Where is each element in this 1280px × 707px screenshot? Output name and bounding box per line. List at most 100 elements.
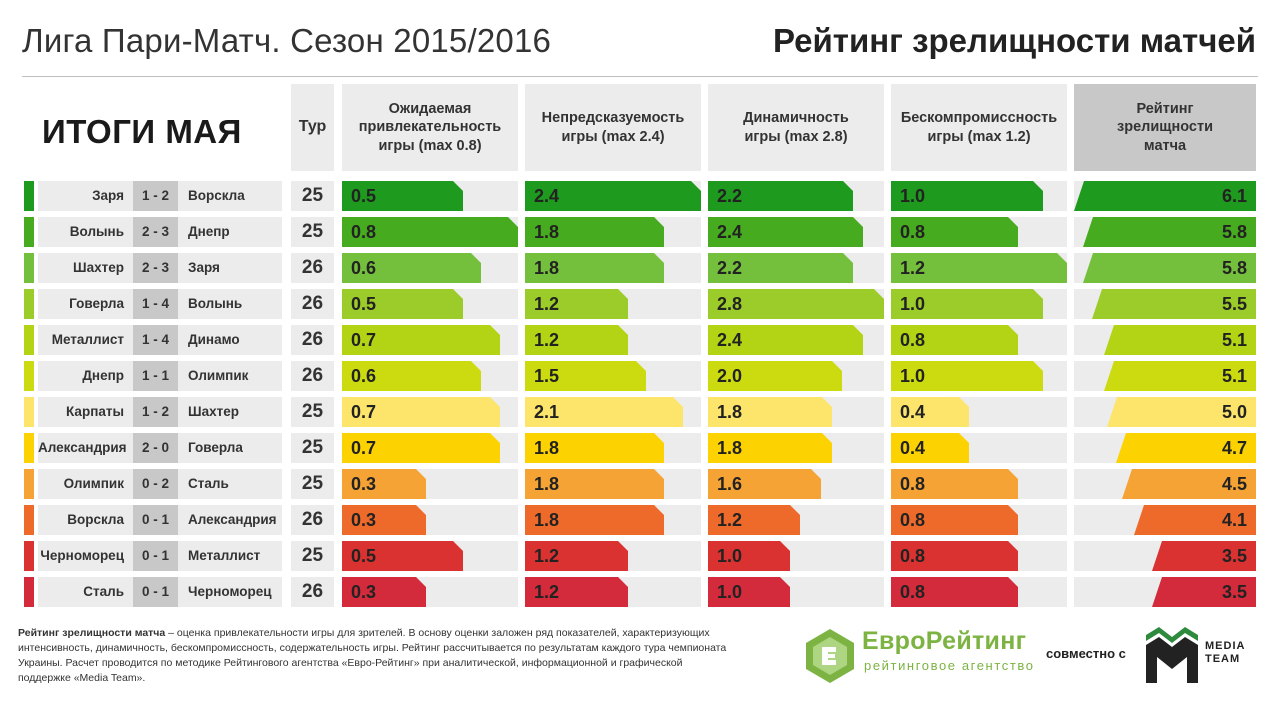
away-team: Заря [188, 260, 220, 275]
uncompromising-value: 1.2 [900, 258, 926, 278]
column-header-dynamics: Динамичность игры (max 2.8) [708, 84, 884, 171]
row-color-marker [24, 253, 34, 283]
uncompromising-bar-shape [891, 253, 1067, 283]
uncompromising-cell: 1.0 [891, 181, 1067, 211]
tour-number: 26 [291, 325, 334, 355]
row-color-marker [24, 325, 34, 355]
uncompromising-cell: 0.8 [891, 505, 1067, 535]
row-color-marker [24, 541, 34, 571]
rating-bar-shape [1083, 253, 1256, 283]
unpredictability-cell: 1.8 [525, 253, 701, 283]
tour-number: 25 [291, 433, 334, 463]
match-score: 1 - 2 [133, 397, 178, 427]
attractiveness-bar [342, 217, 518, 247]
attractiveness-value: 0.8 [351, 222, 377, 242]
column-header-attractiveness: Ожидаемая привлекательность игры (max 0.… [342, 84, 518, 171]
rating-bar [1152, 541, 1256, 571]
euro-rating-subtitle: рейтинговое агентство [864, 658, 1035, 673]
rating-cell: 5.8 [1074, 217, 1256, 247]
row-color-marker [24, 397, 34, 427]
tour-number: 26 [291, 361, 334, 391]
table-row: Сталь 0 - 1 Черноморец 26 0.3 1.2 1.0 0.8 3.5 [0, 577, 1280, 607]
attractiveness-cell: 0.6 [342, 361, 518, 391]
dynamics-bar-shape [708, 433, 832, 463]
dynamics-bar-shape [708, 541, 790, 571]
dynamics-cell: 1.0 [708, 541, 884, 571]
match-score: 0 - 2 [133, 469, 178, 499]
attractiveness-bar-shape [342, 217, 518, 247]
attractiveness-value: 0.7 [351, 438, 377, 458]
attractiveness-bar [342, 469, 426, 499]
dynamics-bar-shape [708, 181, 853, 211]
euro-rating-name: ЕвроРейтинг [862, 627, 1027, 655]
table-row: Черноморец 0 - 1 Металлист 25 0.5 1.2 1.0 0.8 3.… [0, 541, 1280, 571]
unpredictability-value: 1.2 [534, 546, 560, 566]
uncompromising-bar-shape [891, 325, 1018, 355]
uncompromising-value: 0.8 [900, 474, 926, 494]
header-divider [22, 76, 1258, 77]
rating-value: 5.1 [1221, 366, 1247, 386]
unpredictability-bar-shape [525, 397, 683, 427]
tour-number: 26 [291, 577, 334, 607]
attractiveness-cell: 0.5 [342, 289, 518, 319]
home-team: Черноморец [40, 548, 124, 563]
attractiveness-bar-shape [342, 397, 500, 427]
rating-bar [1092, 289, 1256, 319]
attractiveness-bar [342, 361, 481, 391]
uncompromising-bar [891, 325, 1018, 355]
attractiveness-bar-shape [342, 181, 463, 211]
dynamics-value: 2.4 [717, 222, 743, 242]
header-line: Динамичность [743, 109, 849, 126]
unpredictability-cell: 1.2 [525, 577, 701, 607]
rating-value: 5.5 [1221, 294, 1247, 314]
unpredictability-value: 1.2 [534, 582, 560, 602]
table-row: Говерла 1 - 4 Волынь 26 0.5 1.2 2.8 1.0 5.5 [0, 289, 1280, 319]
match-score: 2 - 0 [133, 433, 178, 463]
uncompromising-bar [891, 577, 1018, 607]
dynamics-cell: 2.4 [708, 325, 884, 355]
unpredictability-bar-shape [525, 325, 628, 355]
uncompromising-bar-shape [891, 433, 969, 463]
uncompromising-bar [891, 361, 1043, 391]
table-row: Металлист 1 - 4 Динамо 26 0.7 1.2 2.4 0.8 5.1 [0, 325, 1280, 355]
dynamics-value: 2.4 [717, 330, 743, 350]
uncompromising-cell: 0.8 [891, 541, 1067, 571]
attractiveness-value: 0.6 [351, 258, 377, 278]
dynamics-bar-shape [708, 505, 800, 535]
uncompromising-bar-shape [891, 181, 1043, 211]
away-team: Днепр [188, 224, 230, 239]
header-line: матча [1143, 137, 1187, 154]
attractiveness-bar [342, 505, 426, 535]
partner-caption: совместно с [1046, 646, 1126, 661]
home-team: Шахтер [73, 260, 124, 275]
rating-bar [1122, 469, 1256, 499]
dynamics-bar [708, 289, 884, 319]
table-row: Днепр 1 - 1 Олимпик 26 0.6 1.5 2.0 1.0 5.1 [0, 361, 1280, 391]
table-row: Шахтер 2 - 3 Заря 26 0.6 1.8 2.2 1.2 5.8 [0, 253, 1280, 283]
rating-cell: 4.7 [1074, 433, 1256, 463]
uncompromising-cell: 1.0 [891, 289, 1067, 319]
rating-bar-shape [1122, 469, 1256, 499]
dynamics-bar [708, 325, 863, 355]
dynamics-value: 2.8 [717, 294, 743, 314]
away-team: Динамо [188, 332, 240, 347]
row-color-marker [24, 181, 34, 211]
home-team: Олимпик [63, 476, 124, 491]
dynamics-bar [708, 469, 821, 499]
match-score: 1 - 1 [133, 361, 178, 391]
attractiveness-bar-shape [342, 541, 463, 571]
attractiveness-cell: 0.3 [342, 469, 518, 499]
unpredictability-bar [525, 505, 664, 535]
chart-title: Рейтинг зрелищности матчей [772, 22, 1256, 59]
attractiveness-bar-shape [342, 433, 500, 463]
attractiveness-cell: 0.8 [342, 217, 518, 247]
unpredictability-bar-shape [525, 469, 664, 499]
dynamics-value: 2.2 [717, 186, 743, 206]
rating-cell: 5.8 [1074, 253, 1256, 283]
dynamics-bar-shape [708, 289, 884, 319]
unpredictability-bar-shape [525, 289, 628, 319]
uncompromising-bar [891, 253, 1067, 283]
rating-bar [1116, 433, 1256, 463]
unpredictability-value: 1.8 [534, 510, 560, 530]
uncompromising-bar-shape [891, 469, 1018, 499]
